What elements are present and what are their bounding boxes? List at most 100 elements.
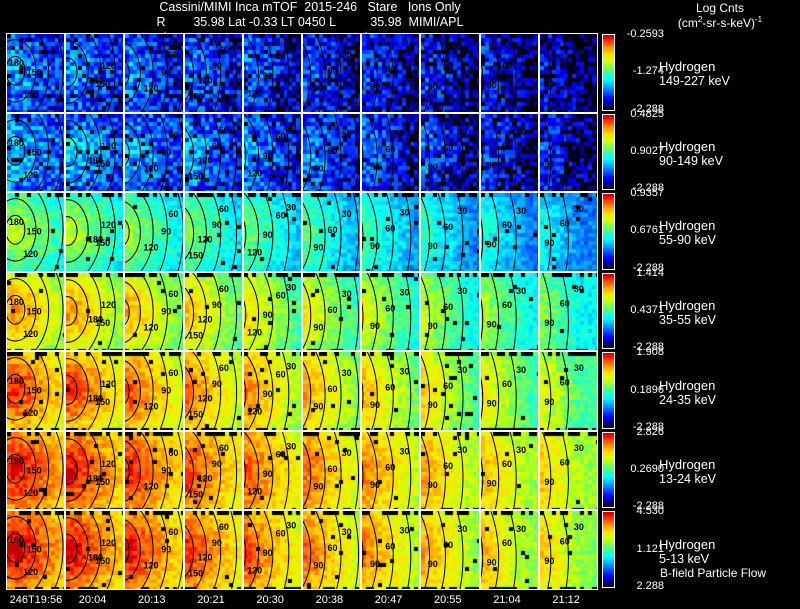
ena-sky-map-panel[interactable]: 180 150 120 [65,510,125,590]
ena-sky-map-panel[interactable]: 90 60 30 [361,271,421,352]
time-axis: 246T19:56 20:04 20:13 20:21 20:30 20:38 20:47 2… [0,594,620,609]
ena-sky-map-panel[interactable]: 120 90 60 [124,192,184,272]
colorbar[interactable] [602,431,615,509]
ena-sky-map-panel[interactable]: 90 60 30 [420,430,480,511]
ena-sky-map-panel[interactable]: 180 150 120 [6,510,66,590]
ena-sky-map-panel[interactable]: 90 60 30 [479,510,539,590]
ena-sky-map-panel[interactable]: 90 60 30 [361,510,421,590]
ena-sky-map-panel[interactable]: 90 60 30 [479,192,539,272]
ena-sky-map-panel[interactable]: 90 60 30 [361,112,421,193]
pitch-angle-contours: 90 60 30 [421,113,468,192]
ena-sky-map-panel[interactable]: 180 150 120 [65,33,125,113]
ena-sky-map-panel[interactable]: 90 60 30 [479,271,539,352]
colorbar[interactable] [602,34,615,111]
colorbar[interactable] [602,352,615,429]
ena-sky-map-panel[interactable]: 180 150 120 [6,430,66,511]
contour-level-label: 90 [370,321,380,331]
ena-sky-map-panel[interactable]: 90 60 30 [479,351,539,431]
ena-sky-map-panel[interactable]: 90 60 30 [420,510,480,590]
ena-sky-map-panel[interactable]: 180 150 120 [6,271,66,352]
ena-sky-map-panel[interactable]: 180 150 120 [65,112,125,193]
colorbar-min-label: 2.288 [636,580,664,592]
ena-sky-map-panel[interactable]: 120 90 60 [124,112,184,193]
ena-sky-map-panel[interactable]: 180 150 120 [6,351,66,431]
ena-sky-map-panel[interactable]: 180 150 120 [6,33,66,113]
contour-level-label: 30 [400,128,410,138]
ena-sky-map-panel[interactable]: 90 60 30 [302,112,362,193]
ena-sky-map-panel[interactable]: 90 60 30 [538,33,598,113]
ena-sky-map-panel[interactable]: 90 60 30 [479,112,539,193]
ena-sky-map-panel[interactable]: 180 150 120 [6,112,66,193]
ena-sky-map-panel[interactable]: 90 60 30 [302,430,362,511]
ena-sky-map-panel[interactable]: 90 60 30 [479,430,539,511]
ena-sky-map-panel[interactable]: 90 60 30 [302,351,362,431]
contour-level-label: 150 [27,545,42,555]
species-energy-label: Hydrogen 90-149 keV [659,139,723,169]
ena-sky-map-panel[interactable]: 90 60 30 [479,33,539,113]
ena-sky-map-panel[interactable]: 90 60 30 [302,510,362,590]
colorbar[interactable] [602,113,615,191]
ena-sky-map-panel[interactable]: 90 60 30 [538,192,598,272]
colorbar[interactable] [602,511,615,588]
ena-sky-map-panel[interactable]: 90 60 30 [538,510,598,590]
ena-sky-map-panel[interactable]: 150 120 90 60 [183,271,243,352]
ena-sky-map-panel[interactable]: 120 90 60 30 [242,351,302,431]
ena-sky-map-panel[interactable]: 150 120 90 60 [183,192,243,272]
ena-sky-map-panel[interactable]: 180 150 120 [65,192,125,272]
ena-sky-map-panel[interactable]: 90 60 30 [420,33,480,113]
ena-sky-map-panel[interactable]: 90 60 30 [420,351,480,431]
ena-sky-map-panel[interactable]: 150 120 90 60 [183,33,243,113]
ena-sky-map-panel[interactable]: 90 60 30 [538,430,598,511]
contour-level-label: 60 [560,139,570,149]
ena-sky-map-panel[interactable]: 120 90 60 [124,351,184,431]
ena-sky-map-panel[interactable]: 90 60 30 [361,33,421,113]
ena-sky-map-panel[interactable]: 150 120 90 60 [183,351,243,431]
ena-sky-map-panel[interactable]: 90 60 30 [420,112,480,193]
ena-sky-map-panel[interactable]: 90 60 30 [361,351,421,431]
ena-sky-map-panel[interactable]: 90 60 30 [420,192,480,272]
ena-sky-map-panel[interactable]: 120 90 60 30 [242,271,302,352]
contour-level-label: 30 [342,448,352,458]
species-energy-label: Hydrogen 35-55 keV [659,298,716,328]
contour-level-label: 120 [144,481,159,491]
pitch-angle-contours: 90 60 30 [480,193,526,271]
contour-level-label: 120 [247,168,262,178]
ena-sky-map-panel[interactable]: 120 90 60 30 [242,430,302,511]
ena-sky-map-panel[interactable]: 120 90 60 30 [242,192,302,272]
ena-sky-map-panel[interactable]: 90 60 30 [302,33,362,113]
contour-level-label: 60 [444,540,454,550]
contour-level-label: 30 [574,363,584,373]
ena-sky-map-panel[interactable]: 90 60 30 [538,271,598,352]
ena-sky-map-panel[interactable]: 90 60 30 [361,430,421,511]
ena-sky-map-panel[interactable]: 150 120 90 60 [183,430,243,511]
ena-sky-map-panel[interactable]: 120 90 60 30 [242,33,302,113]
ena-sky-map-panel[interactable]: 120 90 60 [124,33,184,113]
contour-level-label: 30 [516,47,526,57]
ena-sky-map-panel[interactable]: 90 60 30 [538,112,598,193]
ena-sky-map-panel[interactable]: 180 150 120 [65,430,125,511]
colorbar[interactable] [602,193,615,270]
ena-sky-map-panel[interactable]: 150 120 90 60 [183,510,243,590]
contour-level-label: 90 [544,556,554,566]
ena-sky-map-panel[interactable]: 120 90 60 [124,271,184,352]
ena-sky-map-panel[interactable]: 180 150 120 [65,271,125,352]
colorbar[interactable] [602,272,615,350]
pitch-angle-contours: 90 60 30 [362,272,412,351]
ena-sky-map-panel[interactable]: 180 150 120 [65,351,125,431]
contour-level-label: 30 [286,203,296,213]
contour-level-label: 30 [400,48,410,58]
ena-sky-map-panel[interactable]: 90 60 30 [302,271,362,352]
ena-sky-map-panel[interactable]: 120 90 60 30 [242,510,302,590]
ena-sky-map-panel[interactable]: 120 90 60 [124,430,184,511]
ena-sky-map-panel[interactable]: 90 60 30 [302,192,362,272]
ena-sky-map-panel[interactable]: 120 90 60 30 [242,112,302,193]
ena-sky-map-panel[interactable]: 90 60 30 [538,351,598,431]
ena-sky-map-panel[interactable]: 120 90 60 [124,510,184,590]
contour-level-label: 90 [486,399,496,409]
ena-sky-map-panel[interactable]: 90 60 30 [361,192,421,272]
ena-sky-map-panel[interactable]: 90 60 30 [420,271,480,352]
ena-sky-map-panel[interactable]: 150 120 90 60 [183,112,243,193]
ena-image-row: 180 150 120 180 150 120 120 90 60 150 120 90 60 120 90… [6,192,598,272]
ena-sky-map-panel[interactable]: 180 150 120 [6,192,66,272]
